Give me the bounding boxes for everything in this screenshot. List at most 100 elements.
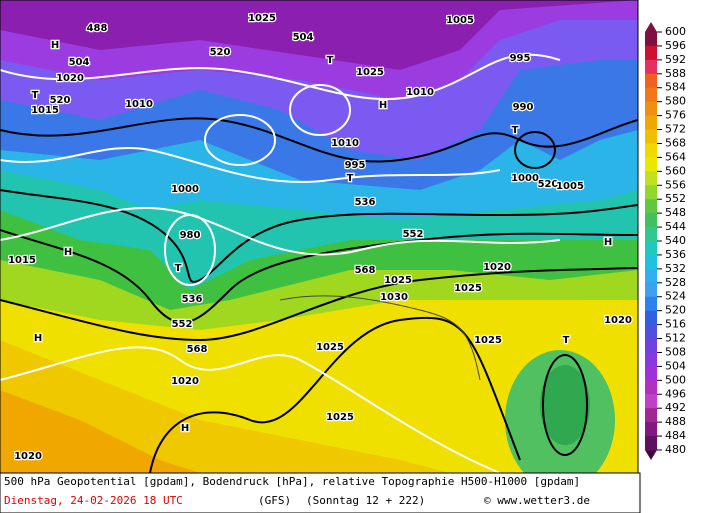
map-label: H (64, 247, 72, 258)
scale-label: 512 (665, 332, 686, 345)
map-label: T (327, 55, 334, 66)
map-label: 1025 (316, 342, 344, 353)
scale-swatch (645, 157, 657, 172)
scale-swatch (645, 352, 657, 367)
map-label: 995 (510, 53, 531, 64)
scale-arrow (645, 22, 657, 32)
scale-swatch (645, 324, 657, 340)
map-label: 536 (182, 294, 203, 305)
scale-label: 560 (665, 164, 686, 177)
map-fill (0, 0, 638, 473)
map-label: 1020 (483, 262, 511, 273)
scale-label: 592 (665, 53, 686, 66)
scale-swatch (645, 282, 657, 298)
contours (0, 53, 638, 473)
map-label: H (379, 100, 387, 111)
map-label: 1010 (331, 138, 359, 149)
scale-swatch (645, 366, 657, 381)
footer-run: (Sonntag 12 + 222) (306, 494, 425, 507)
scale-label: 492 (665, 401, 686, 414)
map-label: 1030 (380, 292, 408, 303)
scale-swatch (645, 87, 657, 103)
scale-swatch (645, 254, 657, 270)
scale-label: 524 (665, 290, 686, 303)
scale-swatch (645, 59, 657, 75)
scale-swatch (645, 185, 657, 200)
scale-label: 564 (665, 150, 686, 163)
scale-label: 552 (665, 192, 686, 205)
map-label: 1010 (406, 87, 434, 98)
map-label: 1020 (604, 315, 632, 326)
map-label: H (181, 423, 189, 434)
scale-swatch (645, 241, 657, 256)
scale-swatch (645, 115, 657, 131)
scale-label: 556 (665, 178, 686, 191)
map-label: T (563, 335, 570, 346)
scale-label: 480 (665, 443, 686, 456)
scale-label: 532 (665, 262, 686, 275)
map-label: 536 (355, 197, 376, 208)
map-label: 520 (210, 47, 231, 58)
map-label: T (347, 173, 354, 184)
footer-model: (GFS) (258, 494, 291, 507)
scale-label: 520 (665, 304, 686, 317)
map-label: 504 (293, 32, 314, 43)
scale-swatch (645, 101, 657, 117)
footer-description: 500 hPa Geopotential [gpdam], Bodendruck… (4, 475, 580, 488)
scale-label: 500 (665, 373, 686, 386)
scale-swatch (645, 213, 657, 228)
map-label: 520 (538, 179, 559, 190)
scale-label: 544 (665, 220, 686, 233)
footer-date: Dienstag, 24-02-2026 18 UTC (4, 494, 183, 507)
scale-swatch (645, 422, 657, 437)
map-label: 980 (180, 230, 201, 241)
map-label: 1005 (446, 15, 474, 26)
scale-swatch (645, 129, 657, 144)
map-label: T (175, 263, 182, 274)
map-label: 1005 (556, 181, 584, 192)
scale-swatch (645, 45, 657, 61)
scale-label: 496 (665, 387, 686, 400)
scale-label: 484 (665, 429, 686, 442)
map-label: H (604, 237, 612, 248)
scale-label: 600 (665, 25, 686, 38)
scale-label: 516 (665, 318, 686, 331)
map-label: 1000 (511, 173, 539, 184)
map-label: 1025 (454, 283, 482, 294)
map-label: 1010 (125, 99, 153, 110)
scale-swatch (645, 268, 657, 284)
scale-label: 568 (665, 136, 686, 149)
scale-swatch (645, 408, 657, 423)
map-label: 1020 (171, 376, 199, 387)
scale-swatch (645, 199, 657, 214)
scale-label: 536 (665, 248, 686, 261)
map-label: 1025 (384, 275, 412, 286)
band (540, 365, 590, 445)
map-label: 1025 (248, 13, 276, 24)
scale-swatch (645, 436, 657, 451)
scale-label: 508 (665, 345, 686, 358)
scale-swatch (645, 296, 657, 312)
map-label: 568 (355, 265, 376, 276)
scale-arrow (645, 450, 657, 460)
band (0, 390, 200, 473)
footer-credit: © www.wetter3.de (484, 494, 590, 507)
scale-swatch (645, 143, 657, 158)
map-label: T (32, 90, 39, 101)
map-label: 552 (172, 319, 193, 330)
map-label: 1000 (171, 184, 199, 195)
scale-swatch (645, 171, 657, 186)
scale-label: 576 (665, 109, 686, 122)
map-label: 1025 (474, 335, 502, 346)
map-label: 1025 (326, 412, 354, 423)
map-label: 1025 (356, 67, 384, 78)
scale-label: 584 (665, 81, 686, 94)
scale-label: 488 (665, 415, 686, 428)
map-label: 1015 (8, 255, 36, 266)
scale-swatch (645, 338, 657, 353)
map-label: 504 (69, 57, 90, 68)
scale-label: 596 (665, 39, 686, 52)
scale-swatch (645, 380, 657, 395)
